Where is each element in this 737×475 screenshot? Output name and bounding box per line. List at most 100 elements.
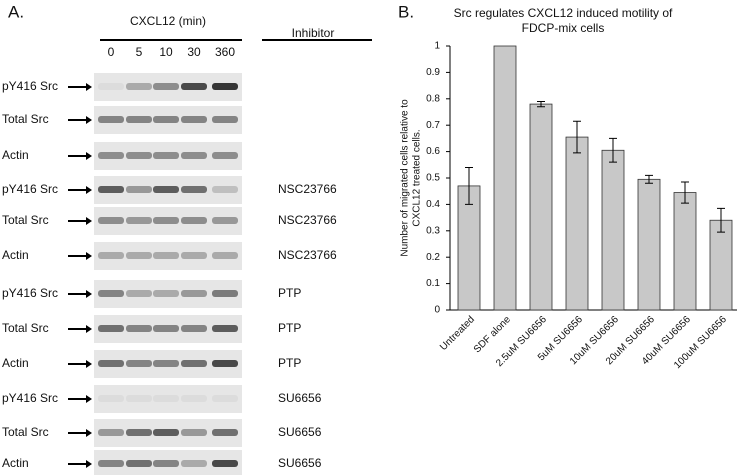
row-label: pY416 Src bbox=[2, 286, 58, 300]
band bbox=[153, 83, 179, 90]
inhibitor-header: Inhibitor bbox=[292, 26, 335, 40]
band bbox=[98, 152, 124, 159]
error-bar bbox=[645, 174, 653, 184]
bar bbox=[601, 149, 625, 311]
error-bar bbox=[573, 120, 581, 154]
error-bar bbox=[609, 137, 617, 163]
row-label: pY416 Src bbox=[2, 182, 58, 196]
band bbox=[126, 186, 152, 193]
y-tick-label: 0.2 bbox=[426, 252, 440, 263]
band bbox=[181, 460, 207, 467]
band bbox=[98, 83, 124, 90]
row-label: Total Src bbox=[2, 425, 49, 439]
chart-title: FDCP-mix cells bbox=[522, 21, 605, 35]
inhibitor-label: NSC23766 bbox=[278, 248, 337, 262]
band bbox=[181, 217, 207, 224]
time-label: 10 bbox=[159, 45, 173, 59]
band bbox=[181, 325, 207, 332]
row-label: Actin bbox=[2, 456, 29, 470]
band bbox=[212, 360, 238, 367]
band bbox=[181, 395, 207, 402]
error-bar bbox=[717, 207, 725, 233]
band bbox=[98, 460, 124, 467]
bar bbox=[673, 192, 697, 311]
y-tick-label: 0.7 bbox=[426, 120, 440, 131]
row-label: pY416 Src bbox=[2, 79, 58, 93]
band bbox=[153, 290, 179, 297]
y-tick-label: 0.9 bbox=[426, 67, 440, 78]
bar bbox=[637, 178, 661, 311]
band bbox=[126, 116, 152, 123]
band bbox=[181, 290, 207, 297]
band bbox=[212, 252, 238, 259]
band bbox=[181, 116, 207, 123]
blot bbox=[94, 385, 242, 413]
panel-label: A. bbox=[8, 2, 24, 21]
y-tick-label: 0.4 bbox=[426, 199, 440, 210]
blot bbox=[94, 207, 242, 235]
inhibitor-label: NSC23766 bbox=[278, 182, 337, 196]
blot bbox=[94, 142, 242, 170]
arrow-head bbox=[86, 429, 92, 437]
inhibitor-label: SU6656 bbox=[278, 391, 322, 405]
y-tick-label: 0 bbox=[434, 305, 440, 316]
inhibitor-label: NSC23766 bbox=[278, 213, 337, 227]
band bbox=[212, 152, 238, 159]
time-label: 5 bbox=[136, 45, 143, 59]
band bbox=[153, 429, 179, 436]
band bbox=[98, 217, 124, 224]
band bbox=[181, 152, 207, 159]
arrow-head bbox=[86, 460, 92, 468]
row-label: Total Src bbox=[2, 213, 49, 227]
y-axis-label: Number of migrated cells relative to bbox=[400, 99, 411, 257]
y-tick-label: 0.5 bbox=[426, 173, 440, 184]
arrow-head bbox=[86, 252, 92, 260]
band bbox=[126, 290, 152, 297]
band bbox=[126, 83, 152, 90]
band bbox=[153, 360, 179, 367]
row-label: pY416 Src bbox=[2, 391, 58, 405]
time-label: 0 bbox=[108, 45, 115, 59]
bar bbox=[709, 219, 733, 311]
error-bar bbox=[681, 181, 689, 204]
band bbox=[181, 360, 207, 367]
blot bbox=[94, 242, 242, 270]
band bbox=[126, 360, 152, 367]
y-tick-label: 0.6 bbox=[426, 146, 440, 157]
inhibitor-label: PTP bbox=[278, 321, 301, 335]
bar bbox=[529, 103, 553, 311]
band bbox=[153, 325, 179, 332]
band bbox=[212, 290, 238, 297]
row-label: Total Src bbox=[2, 112, 49, 126]
arrow-head bbox=[86, 116, 92, 124]
arrow-head bbox=[86, 360, 92, 368]
chart-title: Src regulates CXCL12 induced motility of bbox=[454, 6, 673, 20]
band bbox=[126, 152, 152, 159]
band bbox=[98, 116, 124, 123]
y-tick-label: 0.3 bbox=[426, 225, 440, 236]
arrow-head bbox=[86, 290, 92, 298]
inhibitor-label: PTP bbox=[278, 286, 301, 300]
bar bbox=[565, 136, 589, 311]
panel-label: B. bbox=[398, 2, 414, 21]
arrow-head bbox=[86, 325, 92, 333]
band bbox=[153, 186, 179, 193]
row-label: Actin bbox=[2, 148, 29, 162]
inhibitor-label: PTP bbox=[278, 356, 301, 370]
error-bar bbox=[465, 166, 473, 205]
band bbox=[153, 217, 179, 224]
header: CXCL12 (min) bbox=[130, 14, 206, 28]
band bbox=[153, 152, 179, 159]
band bbox=[98, 325, 124, 332]
inhibitor-label: SU6656 bbox=[278, 456, 322, 470]
band bbox=[212, 429, 238, 436]
arrow-head bbox=[86, 186, 92, 194]
y-tick-label: 1 bbox=[434, 41, 440, 52]
row-label: Actin bbox=[2, 356, 29, 370]
row-label: Total Src bbox=[2, 321, 49, 335]
arrow-head bbox=[86, 395, 92, 403]
band bbox=[181, 252, 207, 259]
band bbox=[181, 429, 207, 436]
row-label: Actin bbox=[2, 248, 29, 262]
